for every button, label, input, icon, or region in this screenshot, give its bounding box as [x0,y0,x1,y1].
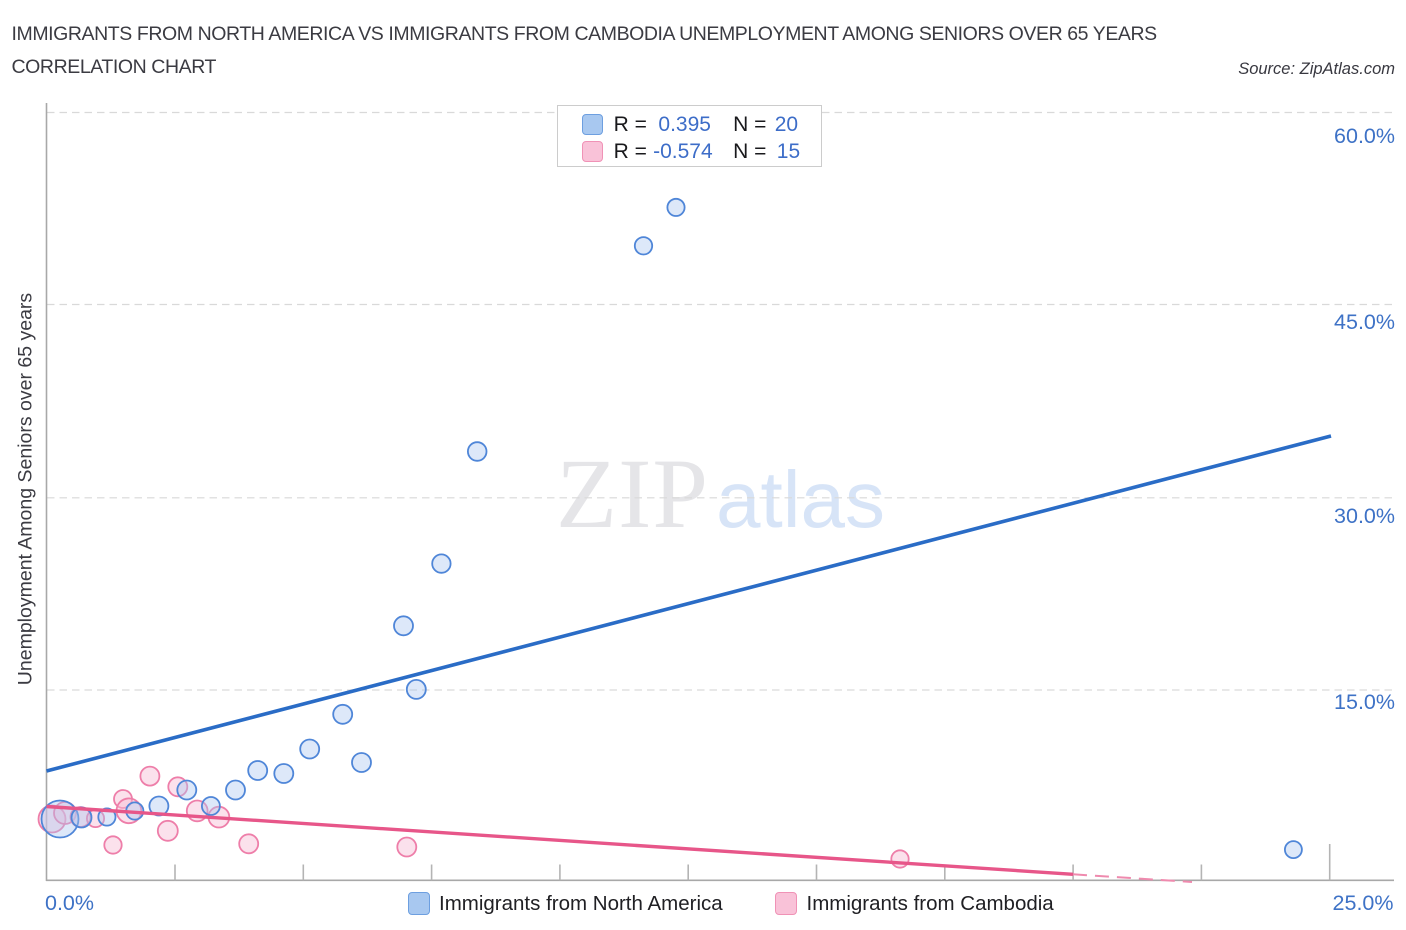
svg-text:ZIP: ZIP [556,438,709,549]
svg-text:atlas: atlas [716,455,885,544]
